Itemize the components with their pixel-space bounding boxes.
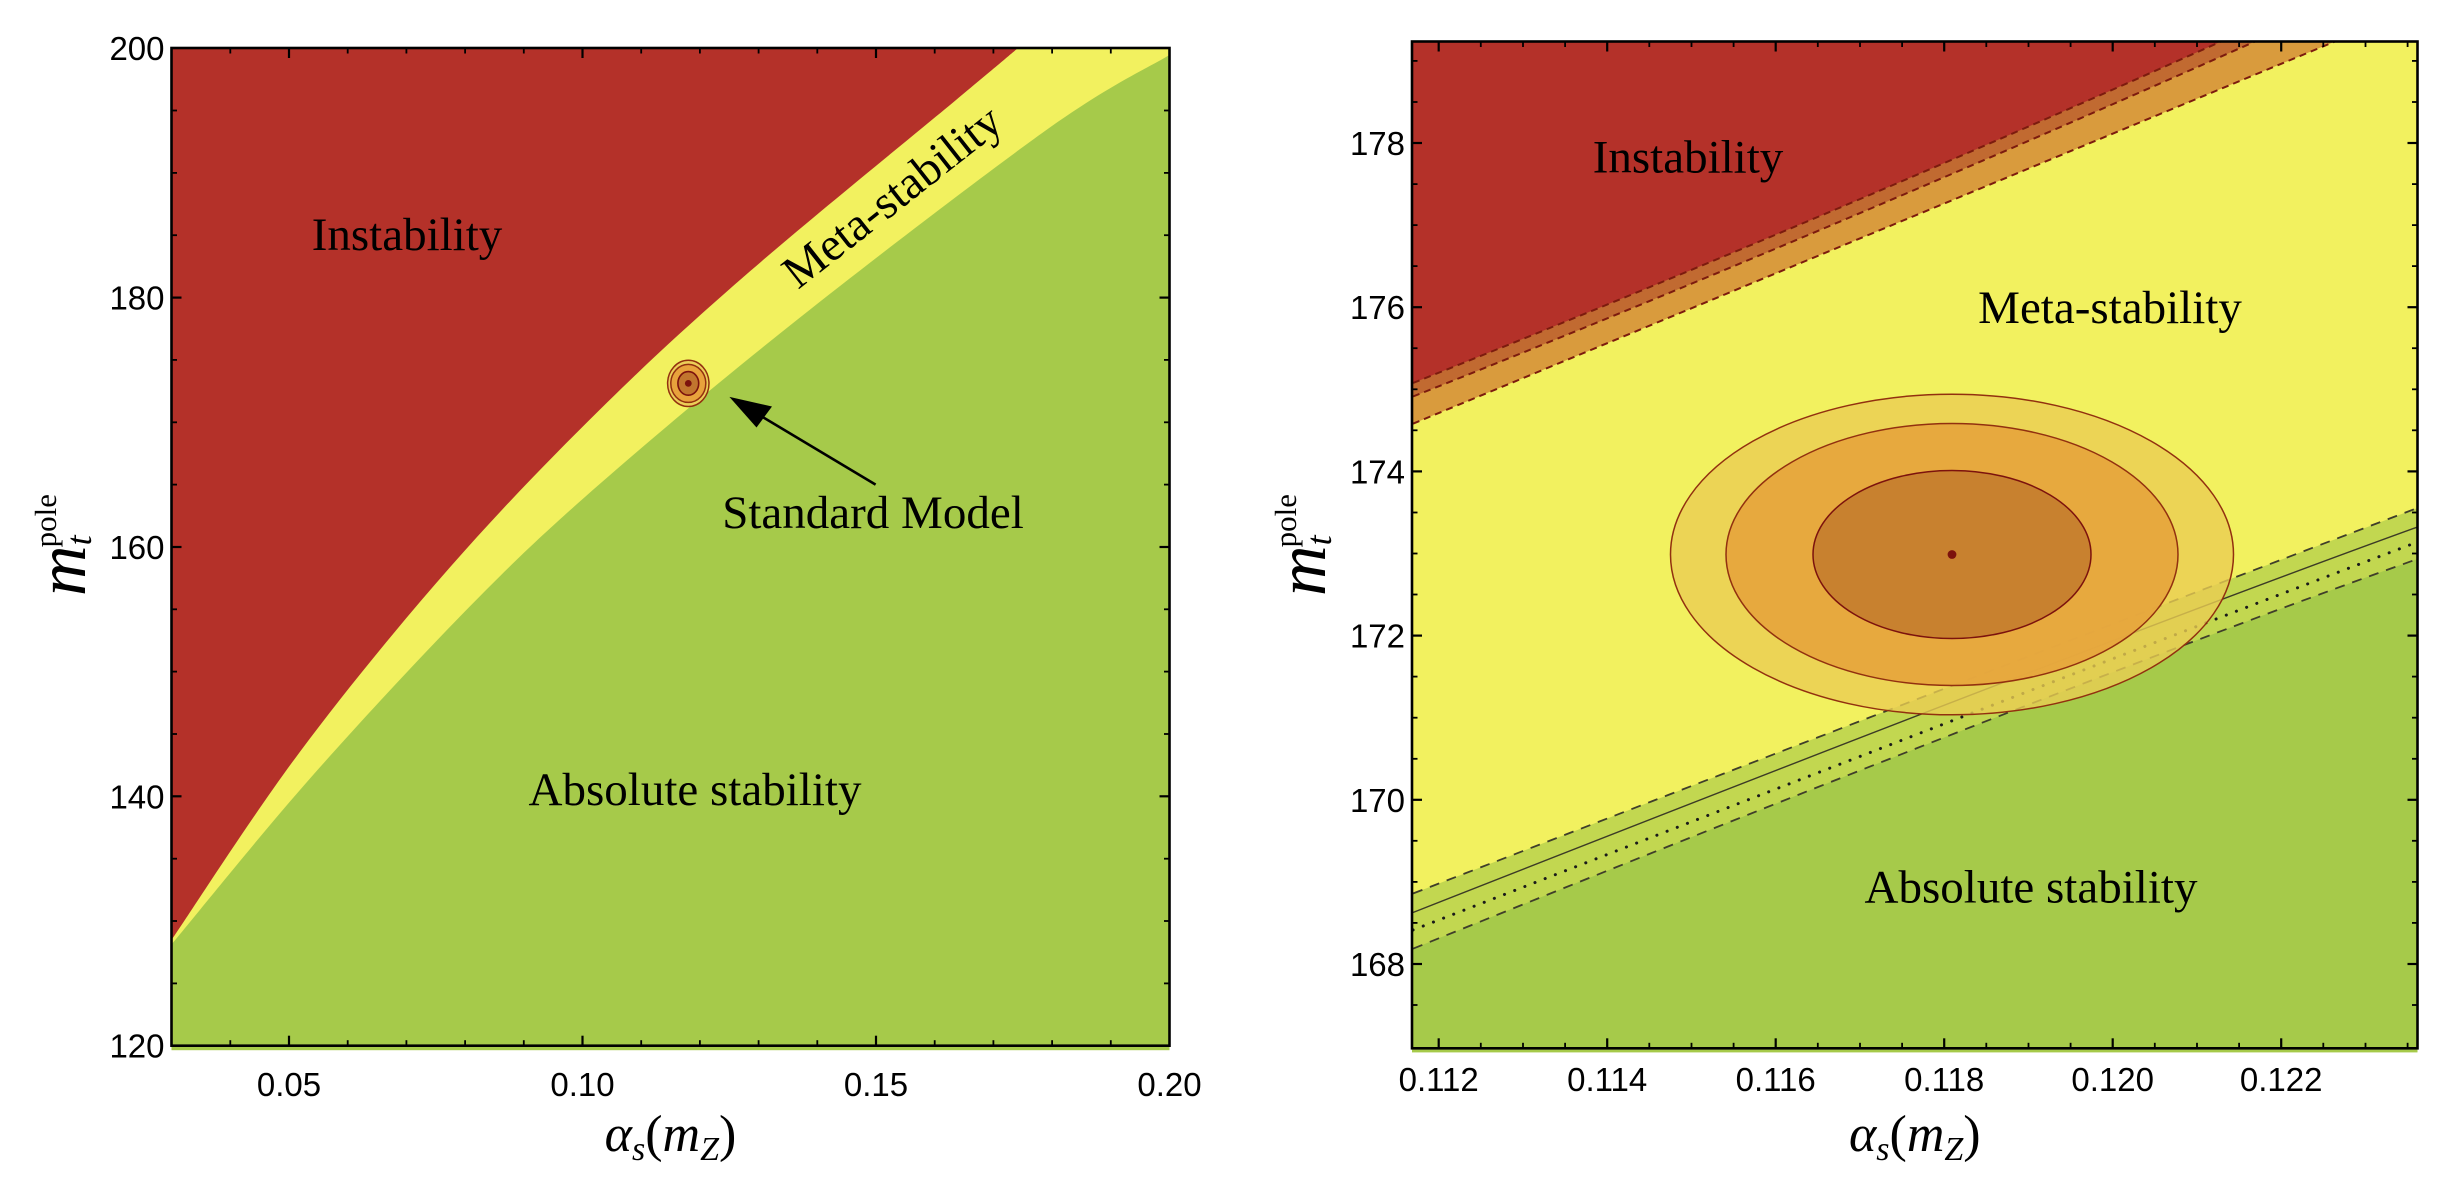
svg-text:0.122: 0.122 (2240, 1061, 2323, 1098)
svg-text:120: 120 (109, 1028, 164, 1065)
svg-text:Standard Model: Standard Model (722, 487, 1024, 539)
svg-text:αs(mZ): αs(mZ) (605, 1106, 737, 1168)
svg-text:mtpole: mtpole (24, 494, 101, 596)
svg-text:0.20: 0.20 (1137, 1066, 1201, 1103)
svg-text:0.118: 0.118 (1904, 1061, 1984, 1098)
svg-text:170: 170 (1350, 782, 1405, 819)
svg-text:0.116: 0.116 (1736, 1061, 1816, 1098)
svg-text:αs(mZ): αs(mZ) (1849, 1106, 1981, 1168)
svg-text:0.10: 0.10 (550, 1066, 614, 1103)
svg-text:176: 176 (1350, 289, 1405, 326)
svg-text:178: 178 (1350, 125, 1405, 162)
svg-text:0.120: 0.120 (2071, 1061, 2154, 1098)
svg-text:0.112: 0.112 (1399, 1061, 1479, 1098)
svg-text:0.114: 0.114 (1567, 1061, 1647, 1098)
svg-text:Instability: Instability (1593, 132, 1784, 184)
svg-text:0.05: 0.05 (257, 1066, 321, 1103)
svg-text:Absolute stability: Absolute stability (529, 764, 862, 816)
svg-text:0.15: 0.15 (844, 1066, 908, 1103)
svg-text:mtpole: mtpole (1264, 494, 1341, 596)
svg-text:180: 180 (109, 280, 164, 317)
svg-text:200: 200 (109, 30, 164, 67)
svg-text:172: 172 (1350, 618, 1405, 655)
svg-text:160: 160 (109, 529, 164, 566)
svg-text:168: 168 (1350, 946, 1405, 983)
svg-text:Meta-stability: Meta-stability (1978, 282, 2242, 334)
svg-text:174: 174 (1350, 453, 1405, 490)
svg-text:Instability: Instability (312, 209, 503, 261)
svg-text:140: 140 (109, 778, 164, 815)
svg-text:Absolute stability: Absolute stability (1865, 862, 2198, 914)
